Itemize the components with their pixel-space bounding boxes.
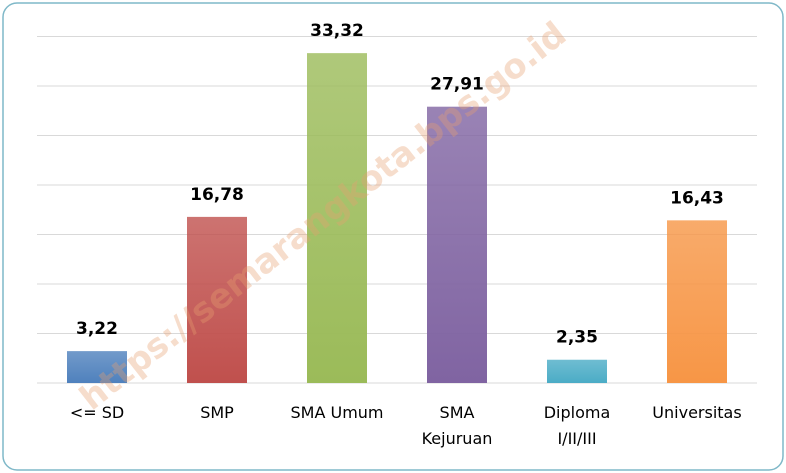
data-label: 3,22	[76, 319, 118, 339]
bar	[67, 351, 127, 383]
data-label: 16,43	[670, 188, 724, 208]
x-tick-label: SMA Umum	[290, 403, 384, 422]
data-label: 2,35	[556, 328, 598, 348]
x-tick-label: <= SD	[69, 403, 125, 422]
data-label: 27,91	[430, 75, 484, 95]
bar	[187, 216, 247, 383]
bar	[667, 220, 727, 383]
bar	[547, 359, 607, 383]
x-tick-label: Universitas	[652, 403, 742, 422]
x-tick-label: SMP	[200, 403, 234, 422]
data-label: 16,78	[190, 185, 244, 205]
plot-area: 3,22 16,78 33,32 27,91 2,35 16,43	[37, 21, 757, 384]
x-tick-label: Diploma I/II/III	[543, 403, 611, 448]
x-tick-label: SMA Kejuruan	[421, 403, 493, 448]
bar	[307, 53, 367, 384]
data-label: 33,32	[310, 21, 364, 41]
bar	[427, 106, 487, 383]
